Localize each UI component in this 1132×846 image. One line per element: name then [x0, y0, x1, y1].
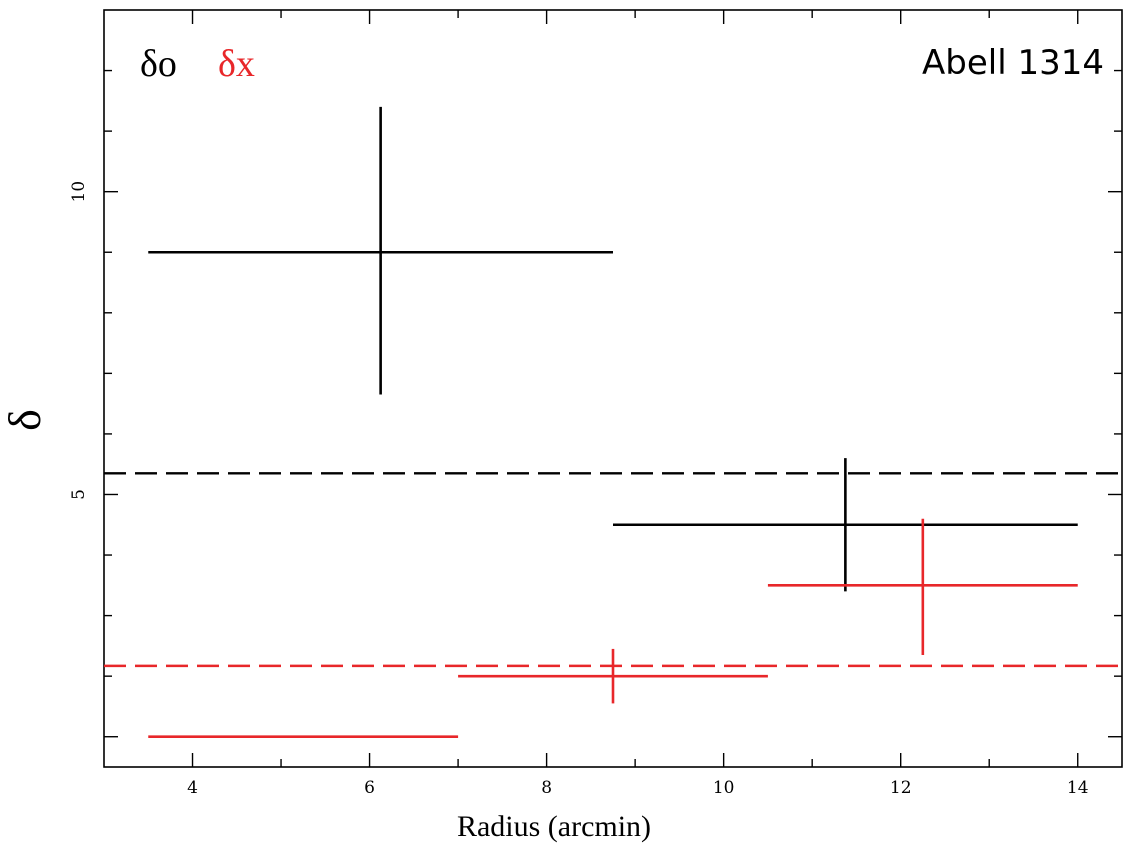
x-tick-label: 10 — [713, 778, 735, 798]
tick-labels: 4 6 8 10 12 14 5 10 — [69, 181, 1089, 798]
y-tick-label: 10 — [69, 181, 89, 203]
x-tick-label: 6 — [364, 778, 375, 798]
data-marks — [148, 106, 1078, 739]
y-axis-label: δ — [0, 409, 50, 431]
data-point-1-2 — [613, 458, 1078, 592]
data-point-1-1 — [148, 106, 613, 395]
x-tick-label: 8 — [541, 778, 552, 798]
x-axis-label: Radius (arcmin) — [457, 810, 651, 843]
reference-lines — [104, 472, 1122, 668]
x-tick-label: 14 — [1067, 778, 1089, 798]
x-tick-label: 12 — [890, 778, 912, 798]
chart-title: Abell 1314 — [922, 43, 1104, 83]
x-tick-label: 4 — [187, 778, 198, 798]
data-point-2-3 — [767, 518, 1078, 655]
axis-ticks — [104, 10, 1122, 767]
data-point-2-2 — [458, 648, 768, 704]
y-tick-label: 5 — [69, 489, 89, 500]
legend-entry-delta-x: δx — [218, 43, 255, 85]
plot-frame — [103, 9, 1123, 768]
legend-entry-delta-o: δo — [140, 43, 177, 85]
